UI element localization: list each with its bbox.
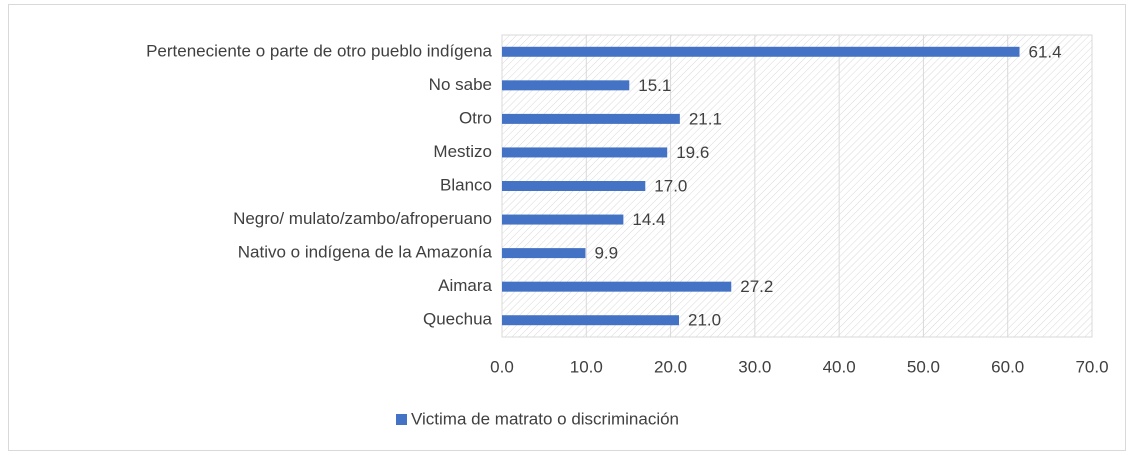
bar xyxy=(502,113,680,124)
y-tick-label: Nativo o indígena de la Amazonía xyxy=(238,243,493,262)
bar xyxy=(502,214,624,225)
y-tick-label: Perteneciente o parte de otro pueblo ind… xyxy=(146,41,492,60)
data-label: 17.0 xyxy=(654,176,687,195)
x-tick-label: 40.0 xyxy=(823,357,856,376)
y-tick-label: Blanco xyxy=(440,175,492,194)
y-tick-label: Quechua xyxy=(423,310,493,329)
bar xyxy=(502,281,732,292)
data-label: 21.1 xyxy=(689,109,722,128)
bar xyxy=(502,315,679,326)
bar xyxy=(502,181,646,191)
x-tick-label: 10.0 xyxy=(570,357,603,376)
x-tick-label: 0.0 xyxy=(490,357,514,376)
data-label: 19.6 xyxy=(676,143,709,162)
y-tick-label: Otro xyxy=(459,108,492,127)
legend-label: Victima de matrato o discriminación xyxy=(411,409,679,428)
data-label: 15.1 xyxy=(638,76,671,95)
bar xyxy=(502,80,630,91)
bar xyxy=(502,46,1020,57)
x-tick-label: 70.0 xyxy=(1075,357,1108,376)
y-tick-label: Mestizo xyxy=(433,142,492,161)
data-label: 9.9 xyxy=(594,244,618,263)
y-tick-label: Negro/ mulato/zambo/afroperuano xyxy=(233,209,492,228)
data-label: 14.4 xyxy=(632,210,665,229)
bar xyxy=(502,248,586,259)
bar xyxy=(502,147,668,158)
data-label: 27.2 xyxy=(740,277,773,296)
data-label: 21.0 xyxy=(688,311,721,330)
x-tick-label: 50.0 xyxy=(907,357,940,376)
x-tick-label: 60.0 xyxy=(991,357,1024,376)
legend-swatch xyxy=(396,414,407,425)
x-tick-label: 30.0 xyxy=(738,357,771,376)
x-tick-label: 20.0 xyxy=(654,357,687,376)
y-tick-label: No sabe xyxy=(429,75,492,94)
data-label: 61.4 xyxy=(1029,42,1062,61)
y-tick-label: Aimara xyxy=(438,276,492,295)
